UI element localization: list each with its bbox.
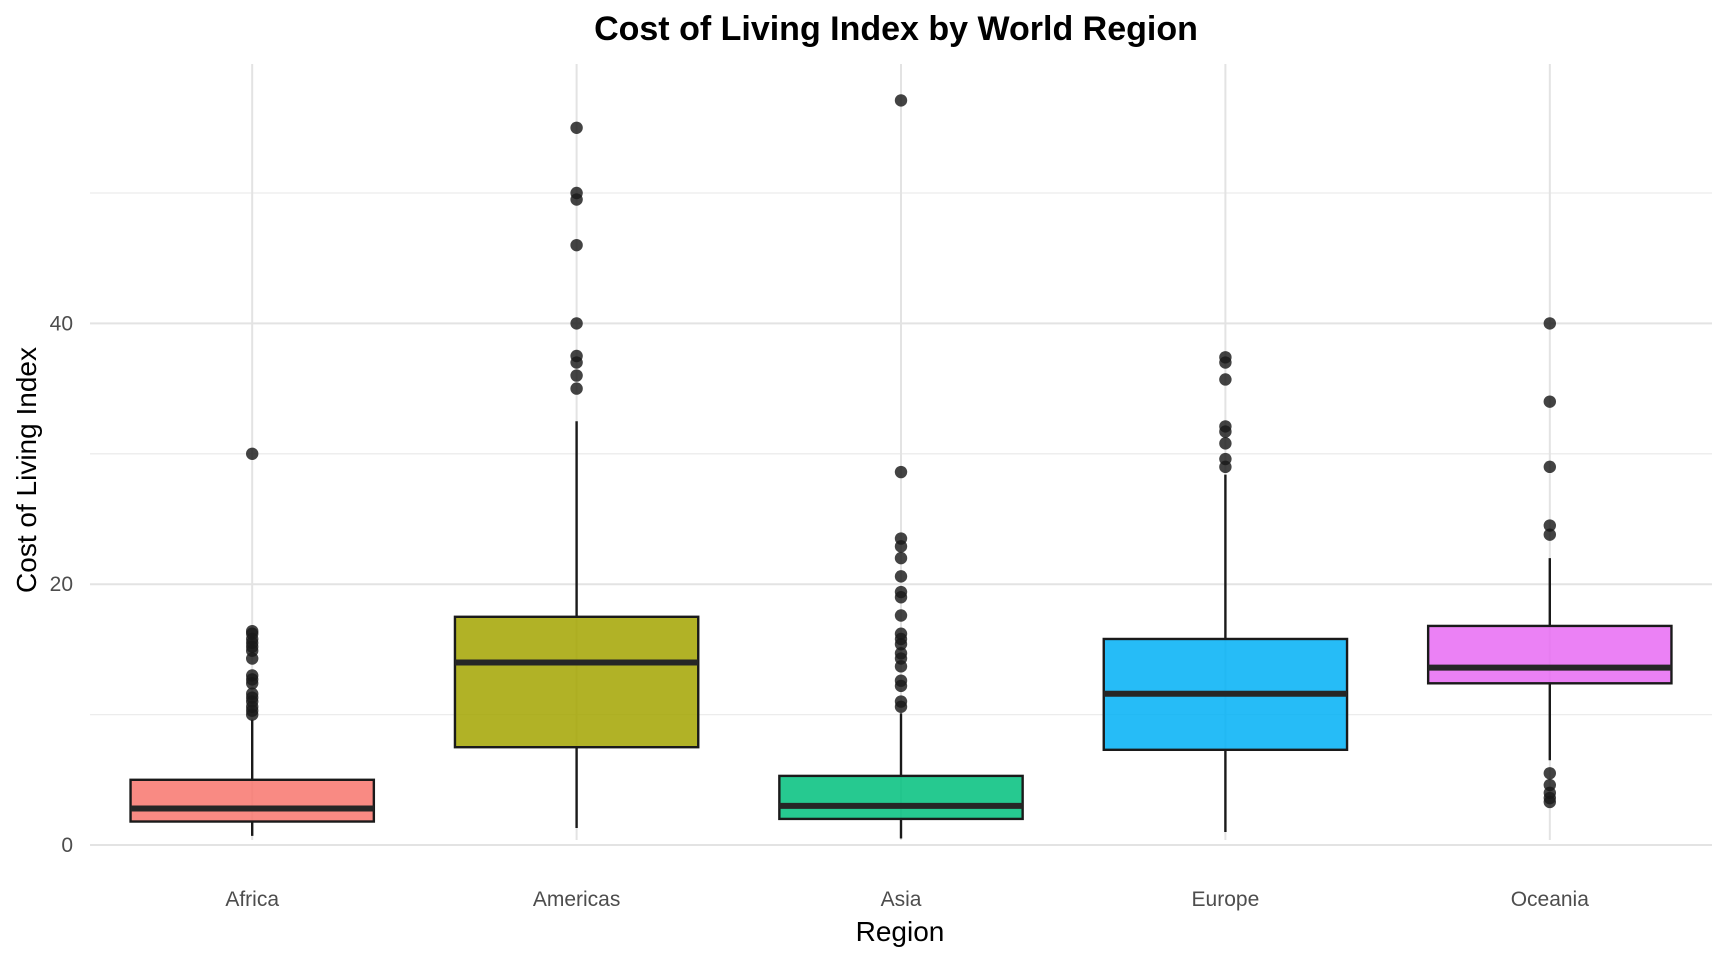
box-body (778, 774, 1024, 821)
outlier-point (894, 551, 908, 565)
y-tick-label: 40 (50, 312, 73, 335)
outlier-point (1543, 519, 1557, 532)
outlier-point (570, 356, 583, 369)
box-europe (1102, 351, 1349, 832)
chart-title: Cost of Living Index by World Region (594, 10, 1198, 48)
outlier-point (1219, 425, 1232, 438)
x-tick-label: Europe (1192, 888, 1260, 911)
outlier-point (894, 465, 908, 479)
outlier-point (246, 447, 259, 460)
box-body (129, 778, 376, 823)
outlier-point (894, 700, 908, 713)
outlier-point (1543, 795, 1557, 809)
outlier-point (1219, 373, 1232, 386)
outlier-point (1543, 460, 1557, 474)
box-americas (453, 121, 700, 829)
outlier-point (1219, 460, 1232, 474)
y-axis-label: Cost of Living Index (11, 347, 42, 593)
outlier-point (1543, 395, 1557, 408)
outlier-point (570, 238, 583, 252)
box-body (1426, 624, 1673, 685)
outlier-point (894, 679, 908, 693)
y-tick-label: 20 (50, 573, 73, 596)
outlier-point (894, 591, 908, 604)
outlier-point (1219, 356, 1232, 369)
outlier-point (894, 94, 908, 107)
outlier-point (894, 540, 908, 553)
outlier-point (246, 677, 259, 690)
outlier-point (570, 193, 583, 206)
x-tick-label: Americas (533, 888, 621, 911)
x-axis-label: Region (856, 916, 945, 947)
outlier-point (246, 652, 259, 665)
outlier-point (894, 570, 908, 583)
outlier-point (894, 637, 908, 651)
outlier-point (1219, 437, 1232, 450)
box-plots (129, 94, 1673, 839)
outlier-point (570, 382, 583, 395)
box-oceania (1426, 317, 1673, 809)
outlier-point (1543, 317, 1557, 330)
x-tick-label: Asia (881, 888, 922, 911)
box-body (453, 615, 700, 749)
box-asia (778, 94, 1024, 839)
outlier-point (570, 317, 583, 330)
outlier-point (570, 121, 583, 134)
outlier-point (894, 609, 908, 622)
y-tick-label: 0 (61, 834, 73, 857)
outlier-point (246, 708, 259, 721)
outlier-point (570, 369, 583, 382)
x-tick-label: Oceania (1511, 888, 1590, 911)
outlier-point (894, 660, 908, 673)
outlier-point (1543, 767, 1557, 780)
x-axis-ticks: Africa Americas Asia Europe Oceania (225, 888, 1589, 911)
y-axis-ticks: 0 20 40 (50, 312, 73, 857)
box-africa (129, 447, 376, 836)
x-tick-label: Africa (225, 888, 279, 911)
outlier-point (1543, 528, 1557, 541)
